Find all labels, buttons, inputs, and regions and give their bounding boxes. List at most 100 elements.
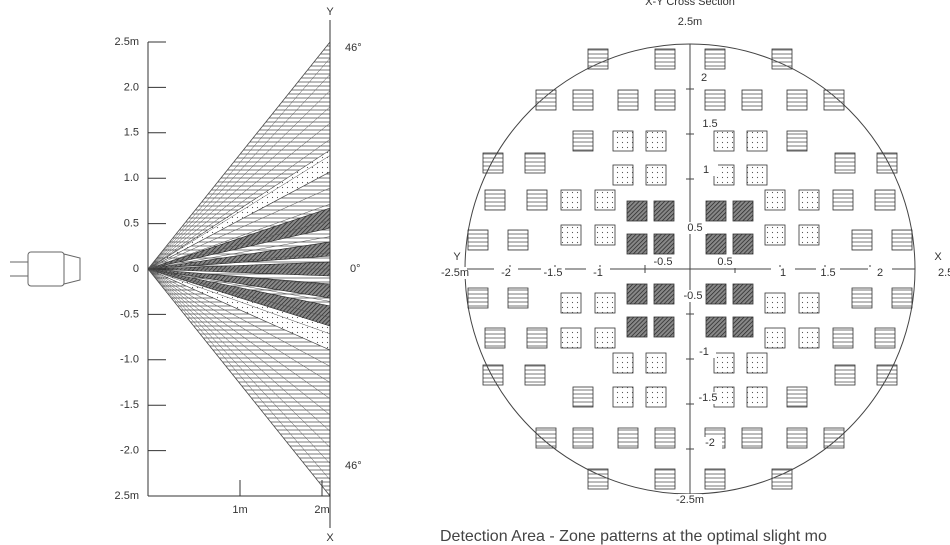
zone-square: [560, 224, 582, 246]
zone-square: [612, 386, 634, 408]
zone-square: [798, 189, 820, 211]
zone-square: [764, 189, 786, 211]
zone-square: [834, 364, 856, 386]
axis-label: X: [934, 251, 942, 263]
zone-square: [713, 130, 735, 152]
ray: [147, 139, 331, 270]
zone-square: [891, 229, 913, 251]
zone-square: [823, 89, 845, 111]
x-tick-label: 1m: [232, 504, 247, 516]
zone-square: [626, 233, 648, 255]
zone-square: [874, 189, 896, 211]
axis-value-label: 2.5m: [938, 267, 950, 279]
axis-value-label: 0.5: [717, 256, 732, 268]
zone-square: [798, 292, 820, 314]
ray: [147, 41, 331, 270]
zone-square: [764, 327, 786, 349]
zone-square: [654, 427, 676, 449]
y-tick-label: 0.5: [124, 218, 139, 230]
zone-square: [572, 386, 594, 408]
ray: [147, 268, 331, 480]
axis-value-label: -0.5: [684, 290, 703, 302]
label-bg: [694, 164, 718, 176]
zone-square: [764, 292, 786, 314]
axis-value-label: -2.5m: [441, 267, 469, 279]
axis-value-label: -1.5: [699, 392, 718, 404]
label-bg: [443, 267, 467, 279]
dotted-zone: [148, 150, 330, 269]
label-bg: [683, 222, 707, 234]
ray: [147, 155, 331, 270]
zone-square: [654, 468, 676, 490]
ray: [147, 268, 331, 399]
zone-square: [746, 352, 768, 374]
zone-square: [594, 327, 616, 349]
ray: [147, 268, 331, 383]
zone-square: [874, 327, 896, 349]
zone-square: [645, 352, 667, 374]
zone-square: [786, 427, 808, 449]
ray: [147, 252, 331, 270]
axis-value-label: 1.5: [702, 118, 717, 130]
axis-value-label: 2: [877, 267, 883, 279]
zone-square: [653, 316, 675, 338]
axis-value-label: 0.5: [687, 222, 702, 234]
zone-square: [653, 233, 675, 255]
zone-square: [732, 233, 754, 255]
axis-value-label: -1: [593, 267, 603, 279]
zone-square: [484, 189, 506, 211]
zone-square: [705, 233, 727, 255]
zone-square: [732, 200, 754, 222]
zone-square: [654, 89, 676, 111]
label-bg: [651, 256, 675, 268]
angle-label: 0°: [350, 263, 361, 275]
ray: [147, 236, 331, 270]
label-bg: [586, 267, 610, 279]
ray: [147, 203, 331, 270]
side-view: 2.5m 2.0 1.5 1.0 0.5 0 -0.5 -1.0 -1.5 -2.0 2.5m 1m 2…: [115, 6, 362, 544]
zone-square: [612, 352, 634, 374]
zone-square: [876, 364, 898, 386]
zone-square: [645, 386, 667, 408]
label-bg: [713, 256, 737, 268]
ray: [147, 171, 331, 270]
zone-square: [746, 164, 768, 186]
y-tick-label: 1.0: [124, 172, 139, 184]
axis-value-label: -2: [705, 437, 715, 449]
zone-square: [741, 427, 763, 449]
zone-square: [732, 316, 754, 338]
zone-square: [704, 48, 726, 70]
ray: [147, 268, 331, 416]
zone-square: [653, 200, 675, 222]
axis-value-label: -1: [699, 346, 709, 358]
y-tick-label: 1.5: [124, 127, 139, 139]
label-bg: [868, 267, 892, 279]
zone-square: [535, 89, 557, 111]
zone-square: [507, 287, 529, 309]
label-bg: [698, 118, 722, 130]
zone-square: [572, 130, 594, 152]
zone-square: [653, 283, 675, 305]
axis-value-label: 1.5: [820, 267, 835, 279]
zone-square: [786, 386, 808, 408]
ray: [147, 268, 331, 318]
label-bg: [494, 267, 518, 279]
ray: [147, 58, 331, 270]
zone-square: [612, 130, 634, 152]
ray: [147, 268, 331, 497]
zone-square: [526, 189, 548, 211]
zone-square: [482, 152, 504, 174]
ray: [147, 268, 331, 367]
zone-square: [524, 152, 546, 174]
zone-square: [587, 468, 609, 490]
y-tick-label: 2.5m: [115, 36, 139, 48]
zone-square: [851, 287, 873, 309]
zone-square: [834, 152, 856, 174]
zone-square: [798, 224, 820, 246]
label-bg: [678, 16, 702, 28]
zone-square: [741, 89, 763, 111]
axis-value-label: 1: [703, 164, 709, 176]
axis-value-label: 1: [780, 267, 786, 279]
label-bg: [681, 290, 705, 302]
